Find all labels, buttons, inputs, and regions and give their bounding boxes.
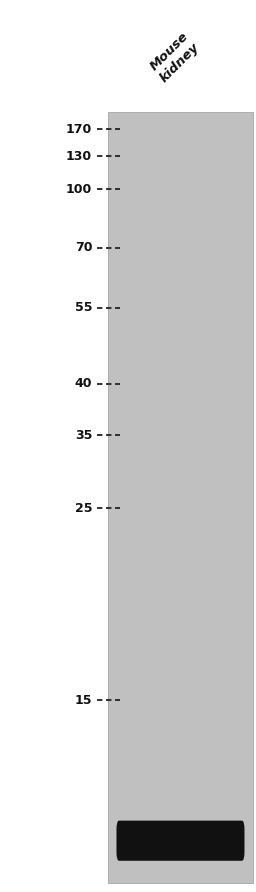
Bar	[108, 112, 253, 883]
Text: 100: 100	[66, 183, 92, 195]
Text: Mouse
kidney: Mouse kidney	[147, 29, 202, 85]
Text: 70: 70	[75, 242, 92, 254]
FancyBboxPatch shape	[116, 821, 244, 861]
Text: 55: 55	[75, 301, 92, 314]
Text: 35: 35	[75, 429, 92, 442]
Text: 130: 130	[66, 150, 92, 162]
Text: 15: 15	[75, 694, 92, 706]
Text: 40: 40	[75, 377, 92, 390]
Text: 170: 170	[66, 123, 92, 136]
Text: 25: 25	[75, 502, 92, 515]
